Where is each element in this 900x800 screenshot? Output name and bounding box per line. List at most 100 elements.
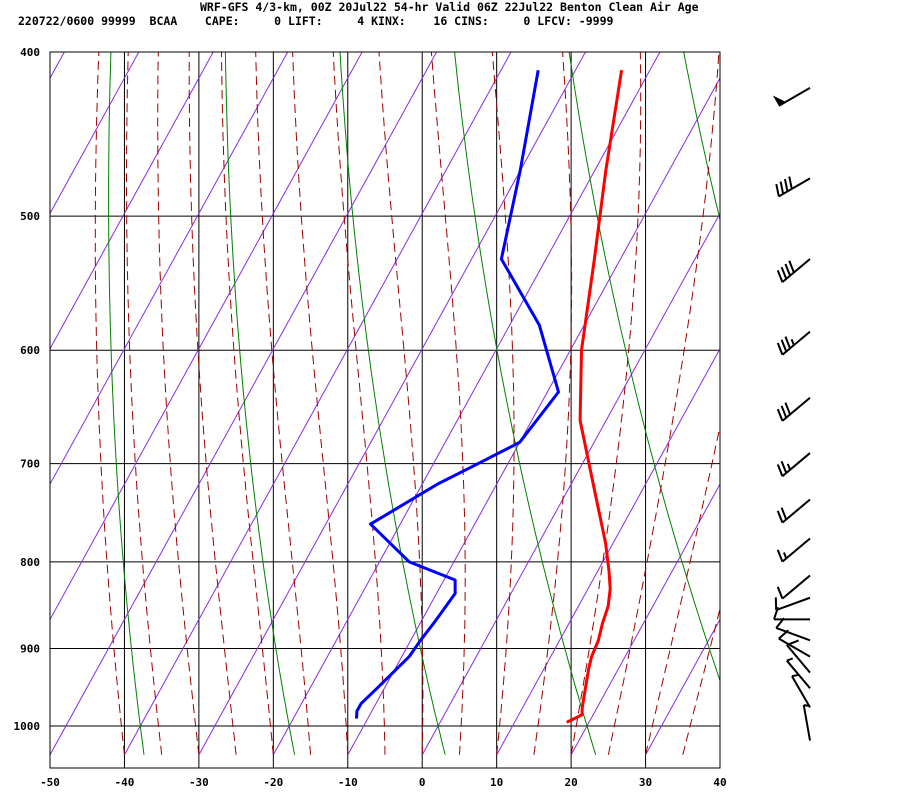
moist-adiabat-line <box>719 752 720 755</box>
moist-adiabat-line <box>682 606 720 755</box>
wind-barb-half <box>791 673 799 678</box>
wind-barb-flag <box>772 95 786 106</box>
isotherm-line <box>719 753 720 755</box>
wind-barb <box>772 87 811 107</box>
background-lines <box>50 33 900 756</box>
wind-barb-full <box>776 586 784 600</box>
wind-barb-full <box>780 460 788 474</box>
x-tick-label: 20 <box>564 776 577 789</box>
temperature-profile-line <box>566 69 624 724</box>
wind-barb-full <box>788 176 793 190</box>
dewpoint-profile-line <box>355 69 560 719</box>
wind-barb-half <box>790 338 795 346</box>
wind-barb-full <box>780 507 788 520</box>
moist-adiabat-line <box>607 52 720 755</box>
wind-barb-full <box>775 183 780 197</box>
wind-barb <box>776 537 811 563</box>
wind-barb-full <box>778 629 789 640</box>
x-tick-label: -30 <box>189 776 209 789</box>
moist-adiabat-line <box>332 52 386 755</box>
wind-barbs <box>772 87 811 741</box>
moist-adiabat-line <box>491 52 515 755</box>
plot-frame <box>49 51 721 769</box>
wind-barb-full <box>779 181 785 195</box>
wind-barb-full <box>780 405 788 419</box>
isotherm-line <box>50 52 140 215</box>
dry-adiabat-line <box>454 52 597 755</box>
wind-barb-full <box>776 510 784 524</box>
isotherm-line <box>124 52 512 756</box>
tick-labels: -50 -40 -30 -20 -10 0 10 20 30 40 400 500 600 700 800 9… <box>14 46 727 789</box>
y-tick-label: 1000 <box>14 720 41 733</box>
wind-barb-full <box>776 270 784 283</box>
wind-barb <box>774 596 811 612</box>
y-tick-label: 600 <box>20 344 40 357</box>
wind-barb-staff <box>791 675 811 708</box>
isotherm-line <box>421 212 720 756</box>
x-tick-label: -10 <box>338 776 358 789</box>
wind-barb <box>786 639 811 674</box>
wind-barb-staff <box>778 637 811 658</box>
isotherm-line <box>645 618 720 756</box>
moist-adiabat-line <box>533 52 573 755</box>
moist-adiabat-line <box>255 52 312 755</box>
wind-barb <box>776 574 811 600</box>
x-tick-label: 10 <box>490 776 503 789</box>
moist-adiabat-line <box>188 52 237 755</box>
wind-barb <box>776 258 811 283</box>
wind-barb <box>776 330 811 356</box>
y-tick-label: 500 <box>20 210 40 223</box>
wind-barb-full <box>776 549 784 563</box>
wind-barb <box>776 396 811 422</box>
moist-adiabat-line <box>292 52 349 755</box>
chart-header-line-2: 220722/0600 99999 BCAA CAPE: 0 LIFT: 4 K… <box>18 14 614 28</box>
x-tick-label: 0 <box>419 776 426 789</box>
x-tick-label: -40 <box>115 776 135 789</box>
y-tick-label: 900 <box>20 642 40 655</box>
isotherm-line <box>50 52 438 756</box>
wind-barb-half <box>786 657 794 662</box>
dry-adiabat-line <box>794 33 900 754</box>
moist-adiabat-line <box>126 52 163 755</box>
wind-barb <box>802 704 811 741</box>
wind-barb-full <box>775 617 785 629</box>
dry-adiabat-line <box>224 52 296 755</box>
wind-barb <box>776 452 811 477</box>
moist-adiabat-line <box>430 52 466 755</box>
isotherm-line <box>50 52 363 621</box>
dry-adiabat-line <box>339 52 446 755</box>
wind-barb-full <box>784 336 792 349</box>
y-tick-label: 800 <box>20 556 40 569</box>
wind-barb-full <box>776 342 784 356</box>
wind-barb-half <box>803 704 811 708</box>
wind-barb <box>778 629 811 658</box>
moist-adiabat-line <box>645 424 720 755</box>
isotherm-line <box>794 33 900 754</box>
x-tick-label: 30 <box>639 776 652 789</box>
dry-adiabat-line <box>683 52 720 222</box>
moist-adiabat-line <box>220 52 274 755</box>
wind-barb <box>773 607 810 621</box>
wind-barb-half <box>786 463 792 471</box>
isotherm-line <box>198 52 587 756</box>
dry-adiabat-line <box>568 52 720 683</box>
wind-barb <box>791 673 811 708</box>
wind-barb-full <box>783 178 789 192</box>
grid-lines <box>49 51 721 768</box>
x-tick-label: -20 <box>263 776 283 789</box>
dry-adiabat-line <box>108 52 145 755</box>
wind-barb-full <box>780 339 788 352</box>
wind-barb-staff <box>786 644 811 674</box>
isotherm-line <box>496 347 720 756</box>
wind-barb-full <box>784 263 792 277</box>
wind-barb-full <box>784 402 792 415</box>
wind-barb <box>775 617 811 642</box>
y-tick-label: 700 <box>20 458 40 471</box>
wind-barb <box>786 657 811 689</box>
wind-barb-full <box>788 260 795 273</box>
wind-barb <box>776 498 811 524</box>
x-tick-label: -50 <box>40 776 60 789</box>
sounding-series <box>355 69 624 724</box>
wind-barb-full <box>780 266 788 280</box>
